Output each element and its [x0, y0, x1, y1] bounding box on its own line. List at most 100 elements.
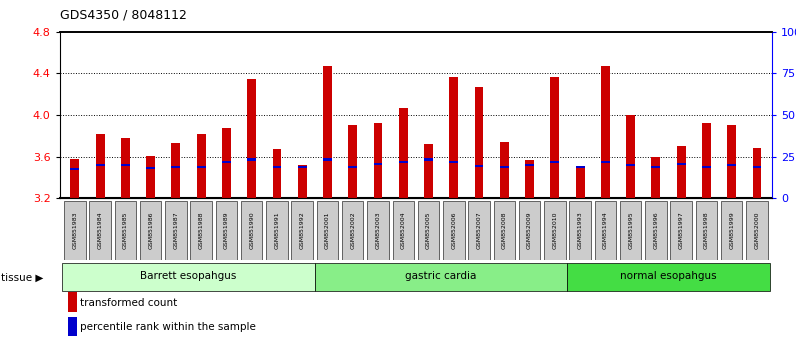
- FancyBboxPatch shape: [315, 263, 568, 291]
- Text: GSM852004: GSM852004: [400, 212, 406, 249]
- Text: GSM851991: GSM851991: [275, 212, 279, 249]
- Bar: [70, 168, 80, 170]
- Bar: [551, 76, 560, 198]
- Text: GSM851994: GSM851994: [603, 212, 608, 249]
- Bar: [702, 124, 711, 198]
- Bar: [197, 166, 205, 169]
- Bar: [96, 134, 104, 198]
- Text: normal esopahgus: normal esopahgus: [620, 272, 717, 281]
- FancyBboxPatch shape: [266, 201, 287, 260]
- Bar: [651, 166, 661, 169]
- Text: GSM852003: GSM852003: [376, 212, 380, 249]
- Text: GSM851990: GSM851990: [249, 212, 254, 249]
- Bar: [373, 162, 382, 165]
- Bar: [626, 164, 635, 166]
- FancyBboxPatch shape: [291, 201, 313, 260]
- Text: GSM851985: GSM851985: [123, 212, 128, 249]
- FancyBboxPatch shape: [342, 201, 364, 260]
- FancyBboxPatch shape: [569, 201, 591, 260]
- Bar: [677, 162, 685, 165]
- Text: transformed count: transformed count: [80, 298, 178, 308]
- Text: GSM851993: GSM851993: [578, 212, 583, 249]
- Bar: [576, 166, 584, 169]
- Bar: [450, 161, 458, 163]
- Bar: [424, 159, 433, 161]
- Bar: [728, 125, 736, 198]
- Bar: [626, 115, 635, 198]
- Bar: [651, 156, 661, 198]
- Text: GSM851992: GSM851992: [300, 212, 305, 249]
- Bar: [728, 164, 736, 166]
- Bar: [551, 161, 560, 163]
- Bar: [248, 79, 256, 198]
- Bar: [323, 159, 332, 161]
- FancyBboxPatch shape: [620, 201, 642, 260]
- FancyBboxPatch shape: [64, 201, 86, 260]
- Bar: [121, 138, 130, 198]
- Text: GSM851987: GSM851987: [174, 212, 178, 249]
- Text: GSM851997: GSM851997: [679, 212, 684, 249]
- FancyBboxPatch shape: [443, 201, 465, 260]
- Bar: [500, 166, 509, 169]
- FancyBboxPatch shape: [670, 201, 692, 260]
- Text: GSM852002: GSM852002: [350, 212, 355, 249]
- FancyBboxPatch shape: [140, 201, 162, 260]
- Text: percentile rank within the sample: percentile rank within the sample: [80, 322, 256, 332]
- Text: GSM851988: GSM851988: [199, 212, 204, 249]
- Text: GSM852008: GSM852008: [501, 212, 507, 249]
- Text: GSM851989: GSM851989: [224, 212, 229, 249]
- Bar: [272, 166, 281, 169]
- Text: GSM851986: GSM851986: [148, 212, 153, 249]
- Bar: [121, 164, 130, 166]
- FancyBboxPatch shape: [568, 263, 770, 291]
- Text: GSM851998: GSM851998: [704, 212, 709, 249]
- FancyBboxPatch shape: [392, 201, 414, 260]
- FancyBboxPatch shape: [62, 263, 315, 291]
- FancyBboxPatch shape: [190, 201, 212, 260]
- Text: gastric cardia: gastric cardia: [405, 272, 477, 281]
- FancyBboxPatch shape: [241, 201, 263, 260]
- FancyBboxPatch shape: [494, 201, 515, 260]
- Bar: [399, 161, 408, 163]
- Bar: [500, 142, 509, 198]
- Bar: [222, 127, 231, 198]
- Bar: [146, 156, 155, 198]
- Text: GSM851983: GSM851983: [72, 212, 77, 249]
- FancyBboxPatch shape: [317, 201, 338, 260]
- Bar: [525, 160, 534, 198]
- FancyBboxPatch shape: [595, 201, 616, 260]
- Bar: [601, 66, 610, 198]
- Bar: [248, 159, 256, 161]
- Bar: [146, 167, 155, 169]
- Text: Barrett esopahgus: Barrett esopahgus: [140, 272, 236, 281]
- Bar: [424, 144, 433, 198]
- Text: GSM851995: GSM851995: [628, 212, 633, 249]
- FancyBboxPatch shape: [166, 201, 186, 260]
- Text: GSM852000: GSM852000: [755, 212, 759, 249]
- FancyBboxPatch shape: [746, 201, 767, 260]
- Bar: [70, 159, 80, 198]
- Text: GSM852009: GSM852009: [527, 212, 532, 249]
- Bar: [525, 164, 534, 166]
- Bar: [702, 166, 711, 169]
- Bar: [373, 124, 382, 198]
- FancyBboxPatch shape: [89, 201, 111, 260]
- Bar: [576, 166, 584, 198]
- Bar: [171, 166, 181, 169]
- FancyBboxPatch shape: [367, 201, 388, 260]
- Text: GSM851996: GSM851996: [654, 212, 658, 249]
- Bar: [323, 66, 332, 198]
- Bar: [450, 76, 458, 198]
- Text: GSM852001: GSM852001: [325, 212, 330, 249]
- Text: GSM851984: GSM851984: [98, 212, 103, 249]
- Bar: [96, 164, 104, 166]
- Text: GSM852005: GSM852005: [426, 212, 431, 249]
- FancyBboxPatch shape: [721, 201, 743, 260]
- Bar: [399, 108, 408, 198]
- FancyBboxPatch shape: [696, 201, 717, 260]
- FancyBboxPatch shape: [115, 201, 136, 260]
- Text: GDS4350 / 8048112: GDS4350 / 8048112: [60, 9, 186, 22]
- Bar: [197, 134, 205, 198]
- Bar: [677, 146, 685, 198]
- Bar: [752, 166, 762, 169]
